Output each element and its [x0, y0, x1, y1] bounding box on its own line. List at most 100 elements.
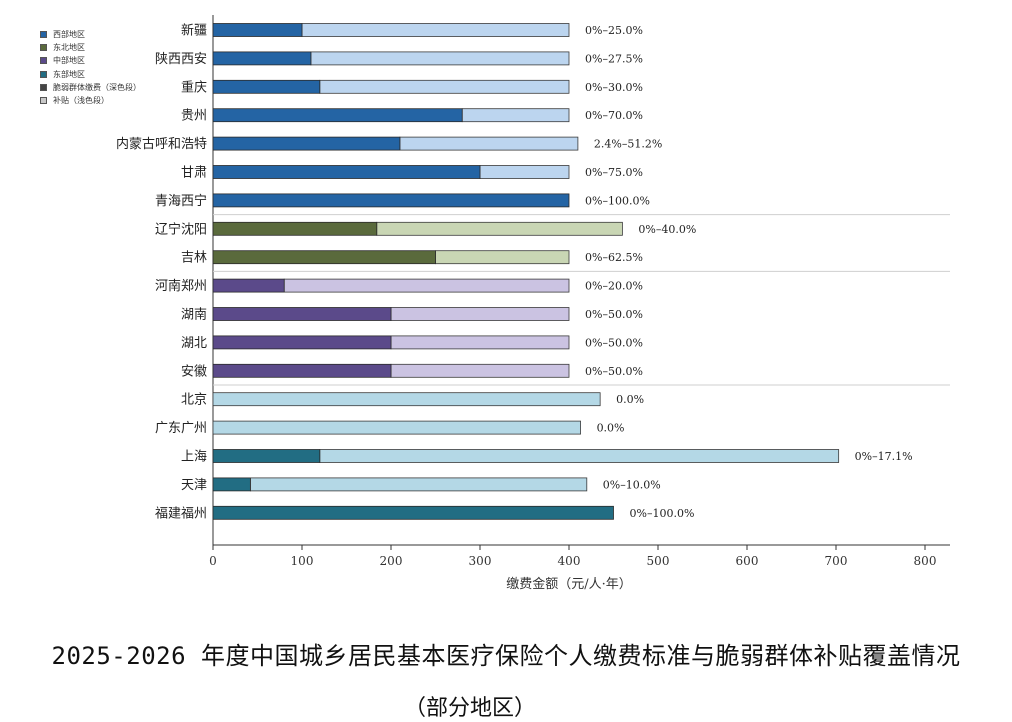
category-label: 安徽: [181, 364, 207, 379]
bar-segment-vulnerable: [212, 505, 614, 520]
legend-swatch-west: [40, 31, 47, 39]
bar-segment-vulnerable: [212, 335, 392, 350]
legend-swatch-east: [40, 70, 47, 78]
bar-segment-subsidy: [249, 477, 588, 492]
bar-annotation: 0%–70.0%: [585, 109, 643, 122]
legend-label-subsidy: 补贴（浅色段）: [53, 95, 109, 105]
category-label: 北京: [181, 393, 207, 408]
bar-segment-subsidy: [310, 51, 570, 66]
bar-segment-vulnerable: [212, 51, 312, 66]
category-label: 福建福州: [155, 506, 207, 521]
bar-segment-vulnerable: [212, 363, 392, 378]
legend-label-west: 西部地区: [53, 30, 85, 39]
bar-segment-vulnerable: [212, 136, 401, 151]
category-label: 贵州: [181, 109, 207, 124]
bar-segment-vulnerable: [212, 79, 321, 94]
bar-annotation: 0%–10.0%: [603, 478, 661, 491]
bar-segment-vulnerable: [212, 250, 436, 265]
x-tick-label: 200: [380, 554, 403, 568]
legend-item-central: 中部地区: [40, 54, 141, 67]
bar-segment-vulnerable: [212, 193, 570, 208]
bar-annotation: 0%–17.1%: [855, 450, 913, 463]
bar-segment-subsidy: [212, 392, 601, 407]
legend-item-east: 东部地区: [40, 68, 141, 81]
bar-segment-subsidy: [212, 420, 581, 435]
category-label: 青海西宁: [155, 193, 207, 209]
legend-item-vulnerable: 脆弱群体缴费（深色段）: [40, 81, 141, 94]
category-label: 河南郑州: [155, 278, 207, 294]
category-label: 上海: [181, 450, 207, 465]
legend-swatch-subsidy: [40, 97, 47, 105]
category-label: 吉林: [181, 251, 207, 266]
legend-item-northeast: 东北地区: [40, 41, 141, 54]
bar-segment-subsidy: [390, 335, 570, 350]
category-label: 内蒙古呼和浩特: [116, 136, 207, 152]
bar-segment-vulnerable: [212, 221, 378, 236]
bar-annotation: 0%–40.0%: [638, 223, 696, 236]
x-tick-label: 700: [825, 554, 848, 568]
bar-annotation: 0%–50.0%: [585, 308, 643, 321]
legend-item-west: 西部地区: [40, 28, 141, 41]
category-label: 甘肃: [181, 166, 207, 181]
bar-annotation: 0%–30.0%: [585, 81, 643, 94]
legend-item-subsidy: 补贴（浅色段）: [40, 94, 141, 107]
category-label: 湖北: [181, 336, 207, 351]
bar-segment-vulnerable: [212, 307, 392, 321]
bar-annotation: 0%–62.5%: [585, 251, 643, 264]
category-label: 辽宁沈阳: [155, 221, 207, 237]
bar-annotation: 0%–20.0%: [585, 280, 643, 293]
x-tick-label: 100: [291, 554, 314, 568]
bar-segment-vulnerable: [212, 477, 251, 492]
bar-segment-vulnerable: [212, 165, 481, 179]
category-label: 新疆: [181, 23, 207, 39]
chart-legend: 西部地区 东北地区 中部地区 东部地区 脆弱群体缴费（深色段） 补贴（浅色段）: [40, 28, 141, 107]
bar-segment-vulnerable: [212, 108, 463, 123]
bar-segment-subsidy: [319, 79, 570, 94]
bar-annotation: 0%–75.0%: [585, 166, 643, 179]
bar-annotation: 0.0%: [616, 393, 644, 406]
category-label: 广东广州: [155, 421, 207, 436]
x-tick-label: 800: [914, 554, 937, 568]
bar-segment-subsidy: [390, 307, 570, 321]
category-label: 陕西西安: [155, 52, 207, 67]
legend-label-central: 中部地区: [53, 56, 85, 66]
bar-segment-vulnerable: [212, 278, 285, 293]
bar-segment-subsidy: [461, 108, 570, 123]
bar-segment-subsidy: [435, 250, 570, 265]
chart-caption: 2025-2026 年度中国城乡居民基本医疗保险个人缴费标准与脆弱群体补贴覆盖情…: [51, 642, 961, 670]
stacked-bar-chart: 0 100 200 300 400 500 600 700 800 缴费金额（元/人·年） 新疆 0%…: [116, 15, 950, 592]
bar-segment-subsidy: [376, 221, 623, 236]
x-tick-label: 500: [647, 554, 670, 568]
category-label: 天津: [181, 478, 207, 493]
legend-swatch-vulnerable: [40, 83, 47, 91]
bar-annotation: 0%–50.0%: [585, 365, 643, 378]
x-axis-title: 缴费金额（元/人·年）: [506, 576, 632, 592]
legend-label-vulnerable: 脆弱群体缴费（深色段）: [53, 82, 141, 92]
x-tick-label: 600: [736, 554, 759, 568]
legend-swatch-central: [40, 57, 47, 65]
bar-segment-subsidy: [479, 165, 570, 179]
chart-caption-subtitle: （部分地区）: [403, 696, 536, 721]
bar-annotation: 0%–27.5%: [585, 52, 643, 65]
category-label: 重庆: [181, 79, 207, 95]
legend-swatch-northeast: [40, 44, 47, 52]
bar-segment-vulnerable: [212, 23, 303, 37]
legend-label-east: 东部地区: [53, 69, 85, 79]
x-tick-label: 300: [469, 554, 492, 568]
bar-annotation: 0%–50.0%: [585, 336, 643, 349]
x-tick-label: 0: [209, 554, 217, 568]
category-label: 湖南: [181, 307, 207, 323]
bar-segment-subsidy: [399, 136, 579, 151]
bar-segment-subsidy: [301, 23, 570, 37]
bar-annotation: 0%–25.0%: [585, 24, 643, 37]
bar-segment-subsidy: [283, 278, 570, 293]
bar-segment-subsidy: [319, 449, 840, 463]
bar-annotation: 2.4%–51.2%: [594, 138, 662, 151]
bar-annotation: 0%–100.0%: [630, 507, 695, 520]
x-tick-label: 400: [558, 554, 581, 568]
bar-annotation: 0%–100.0%: [585, 194, 650, 207]
bar-segment-subsidy: [390, 363, 570, 378]
legend-label-northeast: 东北地区: [53, 43, 85, 53]
bar-segment-vulnerable: [212, 449, 321, 463]
bar-annotation: 0.0%: [597, 422, 625, 435]
